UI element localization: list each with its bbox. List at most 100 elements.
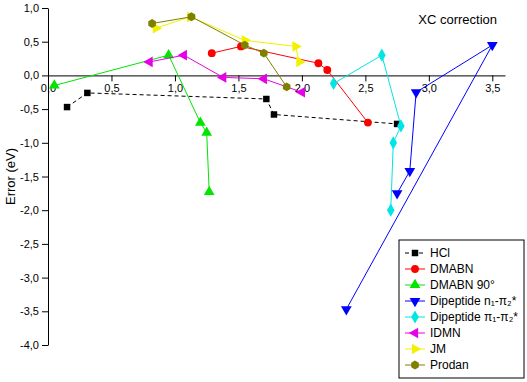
x-axis: 0,00,51,01,52,02,53,03,5 (41, 75, 506, 94)
y-tick: -2,5 (20, 238, 48, 250)
series-point (378, 49, 386, 62)
legend-marker (412, 250, 418, 256)
series-point (64, 104, 70, 110)
series-point (187, 11, 196, 22)
y-tick: 0,0 (24, 69, 48, 81)
y-tick: -1,5 (20, 171, 48, 183)
x-tick-label: 3,5 (485, 82, 500, 94)
series-point (49, 79, 60, 88)
series-point (163, 49, 174, 58)
series-point (195, 116, 206, 125)
series-point (178, 50, 187, 61)
series-line (67, 93, 397, 124)
series-point (263, 96, 269, 102)
series-point (487, 42, 498, 51)
legend-marker (411, 361, 419, 370)
x-tick-mark (365, 75, 366, 81)
y-tick-label: -3,5 (20, 305, 39, 317)
series-point (330, 77, 338, 90)
legend-label: Dipeptide n₁-π₂* (430, 294, 517, 308)
legend-label: DMABN 90° (430, 278, 495, 292)
series-line (150, 55, 302, 92)
y-tick-label: -4,0 (20, 339, 39, 351)
series-point (341, 306, 352, 315)
x-tick: 3,0 (422, 75, 437, 94)
y-tick-mark (42, 42, 48, 43)
legend-label: IDMN (430, 326, 461, 340)
y-tick: -4,0 (20, 339, 48, 351)
series-point (404, 168, 415, 177)
y-tick-label: 0,0 (24, 69, 39, 81)
y-tick-label: -0,5 (20, 103, 39, 115)
x-tick-mark (429, 75, 430, 81)
legend-marker (410, 279, 421, 288)
annotation: XC correction (418, 12, 497, 27)
legend-label: HCl (430, 246, 450, 260)
series-point (148, 19, 156, 28)
legend-box (399, 240, 524, 378)
series-point (241, 41, 249, 50)
x-tick-label: 0,5 (104, 82, 119, 94)
plot-area (49, 11, 498, 315)
y-tick-label: -2,5 (20, 238, 39, 250)
y-tick-label: -1,5 (20, 171, 39, 183)
series-point (411, 89, 422, 98)
y-tick-label: -2,0 (20, 204, 39, 216)
y-tick: 1,0 (24, 2, 48, 14)
x-tick-label: 2,5 (358, 82, 373, 94)
series-point (292, 41, 301, 52)
series-point (260, 49, 268, 58)
series-point (84, 90, 90, 96)
legend-marker (412, 344, 421, 355)
series-point (296, 87, 305, 98)
y-tick-label: 0,5 (24, 36, 39, 48)
y-tick: 0,5 (24, 36, 48, 48)
y-tick-mark (42, 311, 48, 312)
x-tick-mark (175, 75, 176, 81)
x-tick: 3,5 (485, 75, 500, 94)
y-tick-label: -1,0 (20, 137, 39, 149)
legend-marker (409, 328, 418, 339)
series-point (201, 126, 212, 135)
y-axis: -4,0 -3,5 -3,0 -2,5 -2,0 -1,5 -1,0 -0,5 0,0 0,5 1,… (20, 2, 48, 351)
legend-label: DMABN (430, 262, 473, 276)
x-tick: 1,0 (168, 75, 183, 94)
chart: -4,0 -3,5 -3,0 -2,5 -2,0 -1,5 -1,0 -0,5 0,0 0,5 1,… (0, 0, 527, 382)
y-tick-mark (42, 210, 48, 211)
x-tick-label: 1,0 (168, 82, 183, 94)
series-point (392, 190, 403, 199)
legend-label: Prodan (430, 358, 469, 372)
legend-label: Dipeptide π₁-π₂* (430, 310, 518, 324)
series-line (212, 46, 368, 122)
y-tick-label: -3,0 (20, 272, 39, 284)
y-tick: -0,5 (20, 103, 48, 115)
y-tick-mark (42, 244, 48, 245)
series-line (156, 17, 299, 62)
series-point (323, 66, 331, 74)
series-point (296, 57, 305, 68)
y-axis-title: Error (eV) (3, 148, 18, 205)
legend-marker (411, 310, 419, 323)
x-tick: 0,5 (104, 75, 119, 94)
y-tick-mark (42, 345, 48, 346)
series-point (283, 82, 291, 91)
legend-marker (411, 265, 419, 273)
x-tick-label: 1,5 (231, 82, 246, 94)
y-tick: -3,5 (20, 305, 48, 317)
series-point (364, 119, 372, 127)
y-tick-mark (42, 109, 48, 110)
series-point (258, 73, 267, 84)
y-tick-mark (42, 75, 48, 76)
x-tick-mark (492, 75, 493, 81)
series-line (334, 55, 401, 210)
series-point (208, 49, 216, 57)
x-tick-mark (302, 75, 303, 81)
series-point (397, 119, 405, 132)
y-tick-mark (42, 8, 48, 9)
series-point (271, 111, 277, 117)
legend: HCl DMABN DMABN 90° Dipeptide n₁-π₂* Dipepti… (399, 240, 524, 378)
y-tick: -1,0 (20, 137, 48, 149)
series-point (143, 57, 152, 68)
y-axis-line (48, 9, 49, 346)
y-tick-label: 1,0 (24, 2, 39, 14)
